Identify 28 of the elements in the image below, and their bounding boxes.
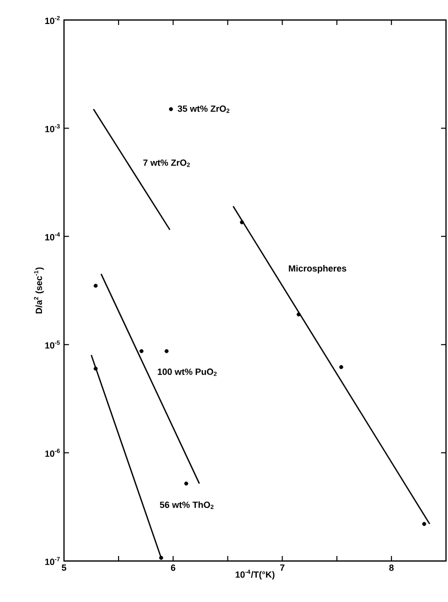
y-tick-label: 10$^{-2}$ <box>45 16 60 24</box>
x-tick-label: 6 <box>170 564 176 571</box>
point <box>159 556 164 560</box>
point <box>339 365 344 370</box>
x-tick-label: 8 <box>389 564 394 571</box>
point <box>94 284 98 288</box>
y-tick-label: 10$^{-4}$ <box>45 232 60 240</box>
series-label: 7 wt% ZrO$_{2}$ <box>143 159 190 167</box>
point <box>164 349 169 354</box>
series-label: 35 wt% ZrO$_{2}$ <box>178 105 230 113</box>
point <box>140 349 144 354</box>
point <box>168 107 173 112</box>
series-label: 100 wt% PuO$_{2}$ <box>158 368 217 376</box>
point <box>240 220 244 224</box>
x-axis-title: 10$^{-4}$/T(°K) <box>236 570 274 580</box>
point <box>296 312 301 316</box>
point <box>94 366 98 371</box>
point <box>422 522 426 526</box>
point <box>184 482 188 486</box>
y-axis-title: D/a$^{2}$ (sec$^{-1}$) <box>34 267 44 314</box>
series-label: Microspheres <box>288 265 346 274</box>
series-label: 56 wt% ThO$_{2}$ <box>160 501 214 509</box>
x-tick-label: 7 <box>280 564 284 571</box>
y-tick-label: 10$^{-5}$ <box>45 340 60 349</box>
x-tick-label: 5 <box>62 564 66 571</box>
y-tick-label: 10$^{-3}$ <box>45 124 60 132</box>
y-tick-label: 10$^{-6}$ <box>45 448 60 457</box>
y-tick-label: 10$^{-7}$ <box>45 557 60 566</box>
